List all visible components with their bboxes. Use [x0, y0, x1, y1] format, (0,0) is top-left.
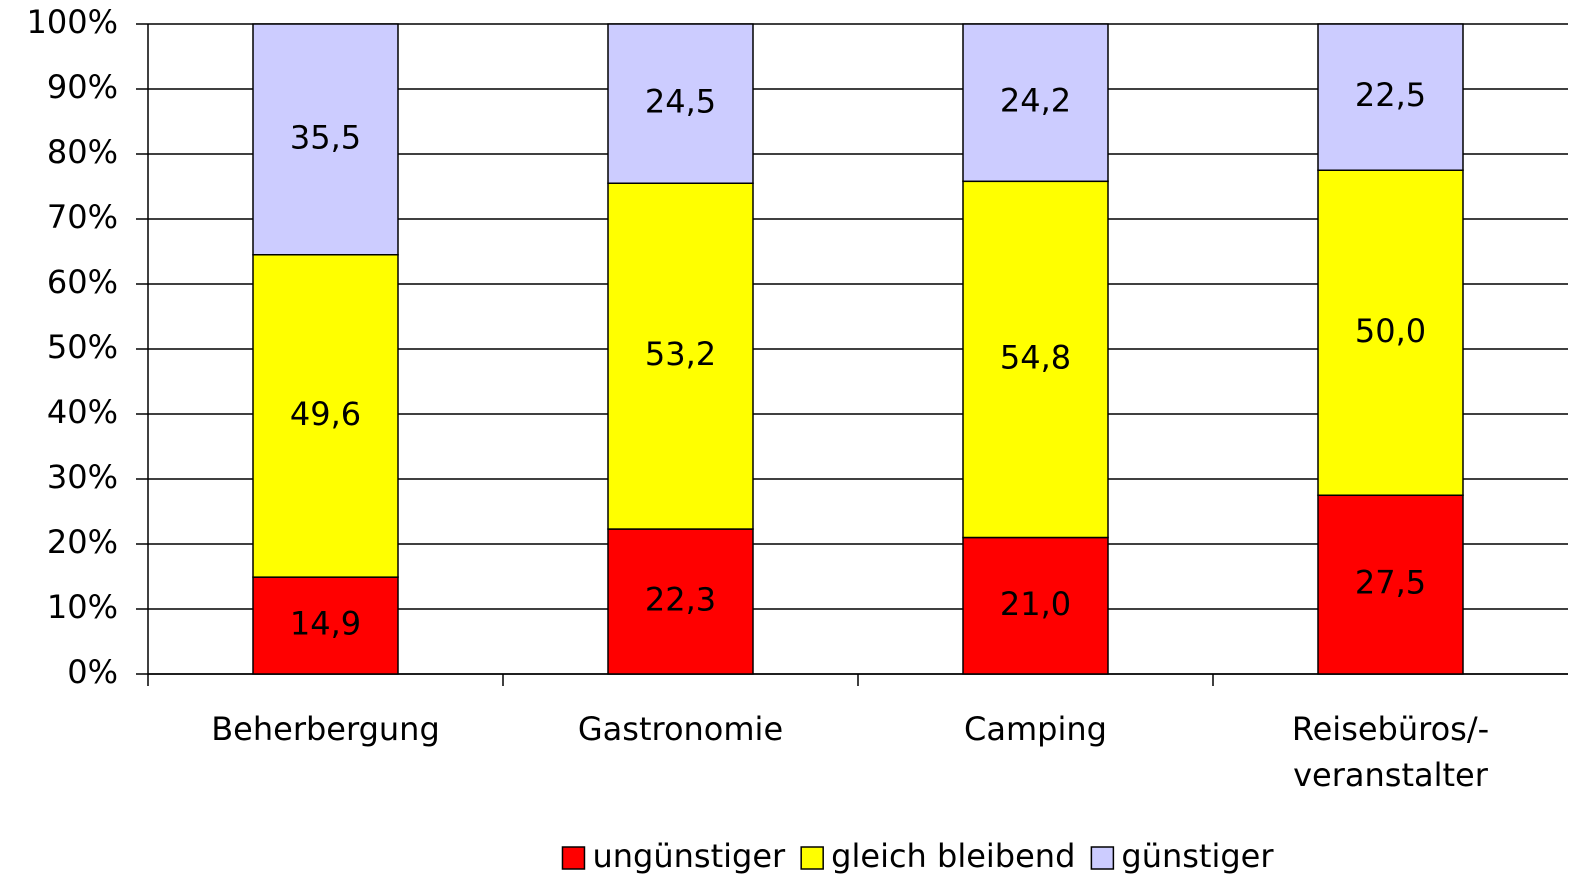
y-tick-label: 0%	[67, 653, 118, 691]
value-label: 49,6	[290, 395, 361, 433]
value-label: 53,2	[645, 335, 716, 373]
bar-segment	[962, 536, 1109, 675]
y-tick-label: 50%	[47, 328, 118, 366]
y-tick-label: 60%	[47, 263, 118, 301]
value-label: 22,3	[645, 581, 716, 619]
bar-segment	[1317, 23, 1464, 171]
y-tick-label: 40%	[47, 393, 118, 431]
bar-segment	[607, 528, 754, 675]
bar-segment	[1317, 169, 1464, 496]
value-label: 35,5	[290, 118, 361, 156]
y-tick-label: 90%	[47, 68, 118, 106]
value-label: 50,0	[1355, 312, 1426, 350]
legend-swatch	[1090, 846, 1115, 870]
bar-segment	[962, 180, 1109, 539]
value-label: 14,9	[290, 605, 361, 643]
value-label: 27,5	[1355, 564, 1426, 602]
bar-segment	[252, 576, 399, 675]
y-tick-label: 80%	[47, 133, 118, 171]
bar-segment	[607, 182, 754, 530]
x-tick-label: Camping	[964, 710, 1107, 748]
x-tick-label: Beherbergung	[211, 710, 440, 748]
legend-swatch	[561, 846, 586, 870]
y-tick-label: 70%	[47, 198, 118, 236]
value-label: 22,5	[1355, 76, 1426, 114]
value-label: 54,8	[1000, 338, 1071, 376]
y-tick-label: 20%	[47, 523, 118, 561]
x-tick-label: Reisebüros/-veranstalter	[1291, 710, 1490, 794]
y-tick-label: 10%	[47, 588, 118, 626]
legend-label: günstiger	[1121, 837, 1274, 875]
legend: ungünstiger gleich bleibend günstiger	[561, 837, 1274, 875]
value-label: 24,5	[645, 83, 716, 121]
value-label: 24,2	[1000, 82, 1071, 120]
bar-segment	[962, 23, 1109, 183]
legend-label: ungünstiger	[592, 837, 786, 875]
legend-label: gleich bleibend	[831, 837, 1075, 875]
bar-segment	[252, 23, 399, 256]
bar-segment	[1317, 494, 1464, 675]
bar-segment	[252, 254, 399, 578]
legend-swatch	[800, 846, 824, 870]
value-label: 21,0	[1000, 585, 1071, 623]
bar-segment	[607, 23, 754, 184]
x-tick-label: Gastronomie	[577, 710, 784, 748]
y-tick-label: 30%	[47, 458, 118, 496]
y-tick-label: 100%	[27, 3, 118, 41]
